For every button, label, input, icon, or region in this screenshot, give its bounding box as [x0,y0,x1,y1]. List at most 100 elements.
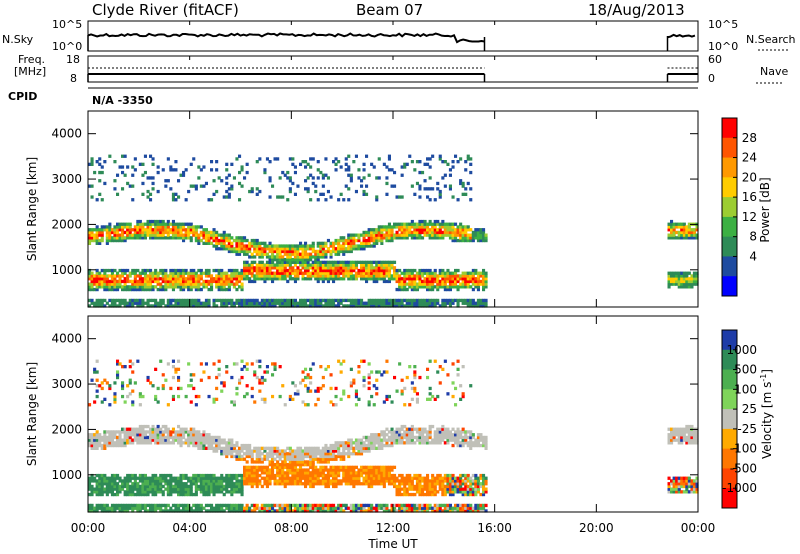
heatmap-cell [149,506,153,510]
heatmap-cell [314,471,318,475]
heatmap-cell [128,441,132,445]
heatmap-cell [464,233,468,237]
heatmap-cell [426,277,430,281]
heatmap-cell [329,195,333,199]
heatmap-cell [339,249,343,254]
heatmap-cell [179,487,183,491]
heatmap-cell [316,252,320,256]
heatmap-cell [192,282,196,286]
heatmap-cell [382,509,386,513]
heatmap-cell [418,233,422,237]
heatmap-cell [680,271,684,275]
heatmap-cell [293,260,297,264]
heatmap-cell [212,304,216,308]
heatmap-cell [667,274,671,278]
heatmap-cell [126,287,130,292]
heatmap-cell [116,482,120,486]
nsearch-label: N.Search [746,33,796,46]
heatmap-cell [278,266,282,270]
heatmap-cell [334,443,338,448]
heatmap-cell [161,268,165,273]
heatmap-cell [400,287,404,292]
heatmap-cell [199,509,203,513]
heatmap-cell [227,244,231,248]
heatmap-cell [304,258,308,262]
heatmap-cell [255,446,259,450]
heatmap-cell [126,479,130,483]
heatmap-cell [108,384,112,388]
heatmap-cell [161,435,165,440]
heatmap-cell [118,304,122,308]
heatmap-cell [121,438,125,442]
heatmap-cell [474,282,478,286]
heatmap-cell [121,238,125,243]
heatmap-cell [685,236,689,240]
heatmap-cell [349,381,353,385]
heatmap-cell [225,271,229,275]
heatmap-cell [197,274,201,278]
heatmap-cell [93,370,97,374]
heatmap-cell [326,268,330,273]
heatmap-cell [194,441,198,445]
heatmap-cell [344,271,348,275]
heatmap-cell [146,479,150,483]
heatmap-cell [212,301,216,305]
heatmap-cell [309,266,313,270]
heatmap-cell [431,279,435,284]
heatmap-cell [174,438,178,442]
heatmap-cell [199,230,203,235]
heatmap-cell [138,473,142,478]
heatmap-cell [314,509,318,513]
heatmap-cell [329,271,333,275]
heatmap-cell [390,233,394,237]
heatmap-cell [288,249,292,254]
heatmap-cell [286,471,290,475]
heatmap-cell [314,304,318,308]
heatmap-cell [204,503,208,508]
heatmap-cell [143,487,147,491]
heatmap-cell [138,394,142,399]
heatmap-cell [171,435,175,440]
heatmap-cell [227,484,231,489]
heatmap-cell [352,247,356,251]
heatmap-cell [189,277,193,281]
heatmap-cell [309,244,313,248]
heatmap-cell [278,509,282,513]
heatmap-cell [329,386,333,391]
nsky-line-late [667,33,696,39]
heatmap-cell [421,219,425,224]
heatmap-cell [670,228,674,232]
heatmap-cell [283,454,287,459]
heatmap-cell [342,266,346,270]
heatmap-cell [164,487,168,491]
heatmap-cell [271,473,275,478]
heatmap-cell [423,222,427,226]
heatmap-cell [230,490,234,494]
heatmap-cell [232,238,236,243]
heatmap-cell [438,154,442,158]
heatmap-cell [169,298,173,303]
heatmap-cell [296,255,300,259]
heatmap-cell [197,503,201,508]
heatmap-cell [479,279,483,284]
heatmap-cell [337,446,341,450]
heatmap-cell [171,198,175,202]
heatmap-cell [466,285,470,289]
heatmap-cell [421,274,425,278]
heatmap-cell [90,279,94,284]
heatmap-cell [441,225,445,229]
heatmap-cell [250,484,254,489]
heatmap-cell [141,225,145,229]
heatmap-cell [342,268,346,273]
heatmap-cell [321,465,325,469]
heatmap-cell [329,471,333,475]
heatmap-cell [121,230,125,235]
heatmap-cell [250,241,254,245]
heatmap-cell [212,230,216,235]
heatmap-cell [263,449,267,453]
heatmap-cell [146,476,150,480]
heatmap-cell [382,465,386,469]
heatmap-cell [288,252,292,256]
heatmap-cell [288,452,292,456]
heatmap-cell [296,468,300,472]
